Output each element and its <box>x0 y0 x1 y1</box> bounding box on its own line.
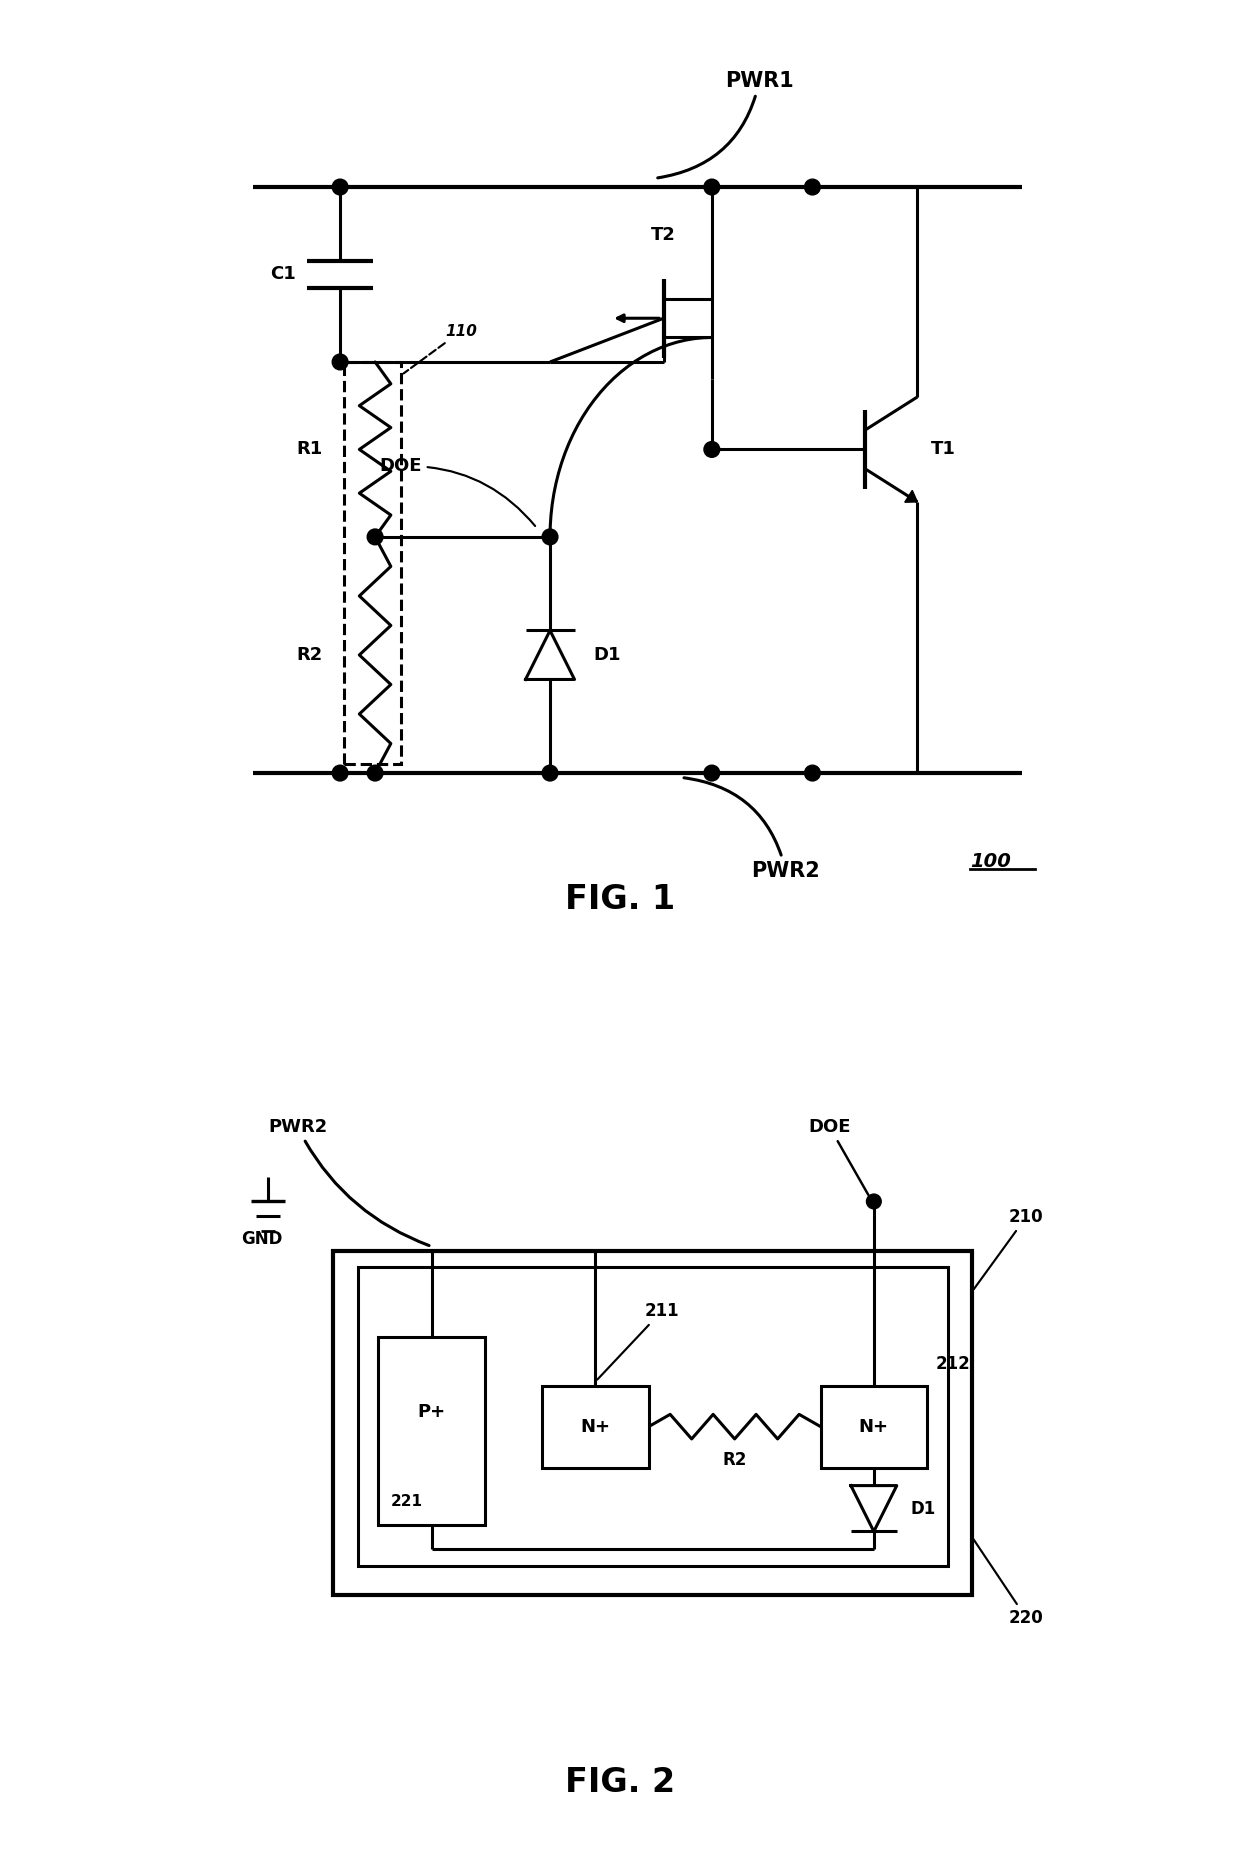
Circle shape <box>332 765 348 782</box>
Circle shape <box>367 529 383 545</box>
Bar <box>542 1386 649 1468</box>
Circle shape <box>542 765 558 782</box>
Text: R1: R1 <box>296 441 322 458</box>
Text: P+: P+ <box>418 1403 445 1422</box>
Text: 100: 100 <box>970 852 1011 871</box>
Text: 210: 210 <box>973 1208 1044 1290</box>
Text: 220: 220 <box>973 1539 1044 1627</box>
Text: DOE: DOE <box>379 458 536 527</box>
Bar <box>378 1336 485 1524</box>
Text: R2: R2 <box>723 1452 746 1468</box>
Text: GND: GND <box>241 1230 281 1249</box>
Text: PWR2: PWR2 <box>684 778 820 880</box>
Circle shape <box>332 179 348 195</box>
Circle shape <box>805 179 821 195</box>
Text: T1: T1 <box>930 441 955 458</box>
Polygon shape <box>851 1485 897 1532</box>
Circle shape <box>805 765 821 782</box>
Text: D1: D1 <box>594 646 621 664</box>
Text: 211: 211 <box>598 1303 680 1379</box>
Circle shape <box>542 529 558 545</box>
Text: FIG. 1: FIG. 1 <box>565 884 675 916</box>
Circle shape <box>367 765 383 782</box>
Bar <box>821 1386 928 1468</box>
Text: C1: C1 <box>270 266 296 283</box>
Text: N+: N+ <box>859 1418 889 1435</box>
Polygon shape <box>905 491 918 502</box>
Circle shape <box>704 179 719 195</box>
Text: 221: 221 <box>391 1494 423 1509</box>
Text: N+: N+ <box>580 1418 610 1435</box>
Bar <box>334 1251 972 1595</box>
Text: R2: R2 <box>296 646 322 664</box>
Text: 110: 110 <box>403 324 477 374</box>
Bar <box>358 1267 947 1565</box>
Bar <box>345 361 402 765</box>
Circle shape <box>704 765 719 782</box>
Text: D1: D1 <box>910 1500 936 1517</box>
Circle shape <box>867 1195 882 1210</box>
Text: FIG. 2: FIG. 2 <box>565 1766 675 1800</box>
Text: PWR2: PWR2 <box>268 1118 429 1245</box>
Text: DOE: DOE <box>808 1118 868 1195</box>
Circle shape <box>332 354 348 370</box>
Text: 212: 212 <box>935 1355 970 1373</box>
Text: T2: T2 <box>651 225 676 244</box>
Text: PWR1: PWR1 <box>657 71 794 179</box>
Polygon shape <box>526 631 574 679</box>
Circle shape <box>704 441 719 458</box>
